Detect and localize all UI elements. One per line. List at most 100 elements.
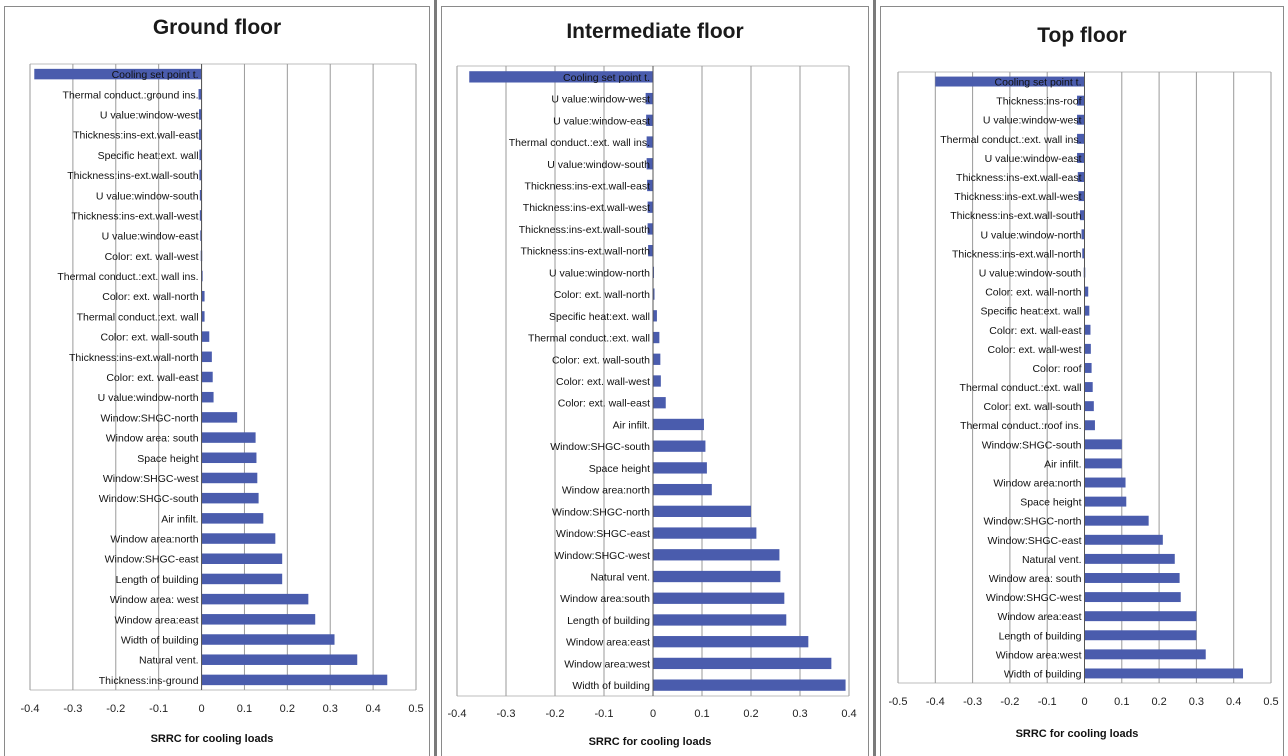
x-tick-label: 0.5 <box>408 703 423 715</box>
panel-divider <box>873 0 876 756</box>
bar <box>201 573 283 585</box>
category-label: Window area:south <box>560 593 650 605</box>
bar <box>1084 343 1091 354</box>
x-tick-label: 0.3 <box>792 708 807 720</box>
bar <box>1084 362 1092 373</box>
bar <box>1084 324 1091 335</box>
bar <box>653 418 704 431</box>
bar <box>1084 382 1093 393</box>
category-label: Space height <box>137 453 198 465</box>
category-label: U value:window-south <box>979 267 1082 279</box>
category-label: Window area:east <box>997 611 1081 623</box>
category-label: Window:SHGC-east <box>556 528 650 540</box>
category-label: Window:SHGC-south <box>550 441 650 453</box>
bar <box>1084 668 1244 679</box>
bar <box>1084 420 1095 431</box>
category-label: Window area:west <box>564 658 650 670</box>
x-axis-label: SRRC for cooling loads <box>588 736 712 748</box>
category-label: Cooling set point t. <box>995 77 1082 89</box>
category-label: Thickness:ins-ext.wall-west <box>523 202 650 214</box>
category-label: Natural vent. <box>1022 554 1082 566</box>
bar <box>1084 611 1197 622</box>
x-tick-label: -0.4 <box>21 703 40 715</box>
bar <box>1077 95 1085 106</box>
chart-frame <box>4 6 430 756</box>
bar <box>1084 439 1122 450</box>
bars <box>469 71 846 691</box>
category-label: Window area: south <box>989 573 1082 585</box>
bar <box>653 657 832 670</box>
bar <box>1077 114 1085 125</box>
bar <box>201 412 238 423</box>
bar <box>647 223 653 235</box>
category-label: Window:SHGC-south <box>99 493 199 505</box>
category-label: Thermal conduct.:ext. wall <box>960 382 1082 394</box>
bar <box>201 654 358 665</box>
category-label: U value:window-east <box>985 153 1082 165</box>
category-label: Color: ext. wall-north <box>985 287 1081 299</box>
category-label: U value:window-south <box>96 190 199 202</box>
x-tick-label: -0.3 <box>963 696 982 708</box>
category-label: Space height <box>589 463 650 475</box>
bar-chart-top-floor: -0.5 -0.4 -0.3 -0.2 -0.1 0 0.1 0.2 0.3 0.4 0.5 Cool… <box>889 71 1279 708</box>
chart-title: Top floor <box>1037 24 1127 47</box>
bar <box>653 397 666 409</box>
bar <box>201 371 213 383</box>
category-label: Color: ext. wall-east <box>106 372 198 384</box>
category-label: Thermal conduct.:roof ins. <box>960 420 1081 432</box>
bar <box>1084 286 1089 297</box>
x-axis-label: SRRC for cooling loads <box>1015 728 1139 740</box>
category-label: Color: ext. wall-west <box>105 251 199 263</box>
x-tick-label: 0.1 <box>1114 696 1129 708</box>
bar <box>653 505 751 517</box>
category-label: Thickness:ins-roof <box>996 96 1081 108</box>
category-label: Color: ext. wall-west <box>556 376 650 388</box>
x-tick-label: -0.4 <box>448 708 467 720</box>
category-label: Window area:north <box>993 478 1081 490</box>
bar <box>34 68 202 80</box>
category-labels: Cooling set point t. Thickness:ins-roof U … <box>940 77 1081 681</box>
category-label: Thermal conduct.:ext. wall <box>77 311 199 323</box>
bar <box>1084 305 1090 316</box>
category-label: Cooling set point t. <box>563 72 650 84</box>
category-label: Air infilt. <box>161 513 198 525</box>
bar-chart-intermediate-floor: -0.4 -0.3 -0.2 -0.1 0 0.1 0.2 0.3 0.4 Cooling set… <box>448 65 857 720</box>
bars <box>34 68 388 686</box>
category-label: Window:SHGC-north <box>552 506 650 518</box>
category-label: Width of building <box>572 680 650 692</box>
chart-title: Intermediate floor <box>566 20 744 43</box>
bar <box>1077 172 1085 182</box>
category-label: Window area:east <box>566 637 650 649</box>
bar <box>1084 496 1127 507</box>
bar <box>198 109 202 120</box>
category-label: U value:window-west <box>100 109 199 121</box>
category-label: Width of building <box>121 635 199 647</box>
x-tick-label: -0.1 <box>149 703 168 715</box>
bar <box>645 92 653 105</box>
x-tick-label: -0.1 <box>1038 696 1057 708</box>
bar <box>198 129 202 140</box>
category-label: Cooling set point t. <box>112 69 199 81</box>
category-label: Length of building <box>116 574 199 586</box>
bar <box>201 553 283 564</box>
bar <box>1077 133 1085 144</box>
x-tick-label: -0.3 <box>497 708 516 720</box>
chart-frame <box>880 6 1284 756</box>
category-label: Window:SHGC-north <box>101 412 199 424</box>
x-tick-label: 0.3 <box>323 703 338 715</box>
x-tick-label: -0.4 <box>926 696 945 708</box>
bar <box>199 149 202 161</box>
category-label: Thickness:ins-ext.wall-north <box>520 246 650 258</box>
category-label: Window area: south <box>106 433 199 445</box>
x-tick-label: -0.3 <box>63 703 82 715</box>
bar <box>653 462 707 474</box>
bar <box>1082 248 1085 259</box>
category-label: U value:window-east <box>102 231 199 243</box>
category-label: Thickness:ins-ext.wall-north <box>69 352 199 364</box>
category-label: Natural vent. <box>590 572 650 584</box>
bar <box>201 351 212 363</box>
category-label: Window area:east <box>115 614 199 626</box>
chart-panel-top-floor: Top floor -0.5 -0.4 -0.3 -0.2 -0.1 0 0.1 0.2 0.3… <box>876 0 1288 756</box>
bar <box>646 136 653 148</box>
bar <box>653 570 781 583</box>
